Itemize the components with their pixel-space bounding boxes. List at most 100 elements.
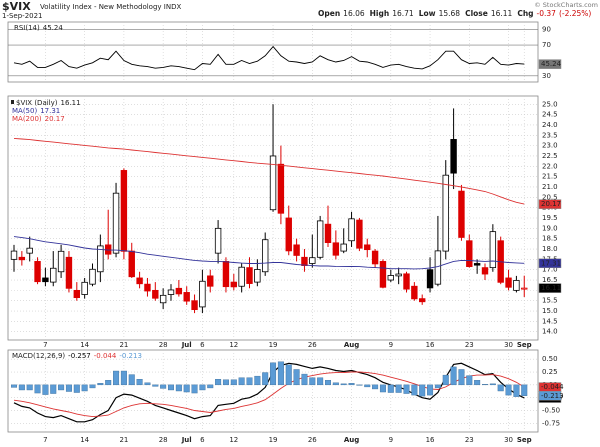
x-tick-label: Jul — [181, 341, 192, 349]
candle-body — [230, 281, 237, 288]
candle-body — [371, 250, 379, 265]
series-line — [13, 45, 525, 71]
candle-body — [222, 261, 230, 288]
quote-label: Chg — [517, 9, 533, 18]
quote-value: 16.71 — [392, 9, 414, 18]
histogram-bar — [521, 384, 528, 396]
candle-body — [144, 283, 151, 292]
candle-body — [426, 269, 434, 289]
quote-label: High — [370, 9, 390, 18]
histogram-bar — [482, 384, 489, 386]
histogram-bar — [167, 384, 174, 391]
candle-body — [246, 267, 253, 284]
x-tick-label: 12 — [229, 436, 238, 444]
candle-body — [175, 287, 183, 295]
histogram-bar — [364, 384, 371, 388]
x-tick-label: 30 — [504, 436, 513, 444]
candle-body — [57, 250, 65, 273]
candle-body — [207, 275, 214, 287]
x-tick-label: 28 — [159, 436, 168, 444]
x-tick-label: 7 — [43, 436, 47, 444]
candle-body — [348, 218, 355, 242]
candle-body — [387, 275, 394, 281]
candle-body — [18, 256, 26, 261]
candle-body — [254, 269, 261, 283]
value-marker — [538, 59, 562, 69]
histogram-bar — [434, 384, 441, 389]
histogram-bar — [411, 384, 418, 396]
y-tick-label: 90 — [542, 26, 551, 34]
histogram-bar — [474, 380, 481, 386]
x-tick-label: 30 — [504, 341, 513, 349]
candle-body — [316, 220, 324, 258]
x-tick-label: 14 — [80, 436, 89, 444]
histogram-bar — [489, 383, 496, 386]
candle-body — [340, 243, 347, 252]
candle-body — [261, 239, 269, 273]
histogram-bar — [427, 384, 434, 396]
histogram-bar — [317, 377, 324, 386]
histogram-bar — [128, 374, 135, 386]
histogram-bar — [309, 377, 316, 386]
histogram-bar — [442, 374, 449, 386]
candle-body — [442, 174, 449, 252]
legend-value: 45.24 — [43, 24, 64, 32]
histogram-bar — [152, 384, 159, 387]
x-tick-label: 6 — [200, 436, 205, 444]
x-tick-label: 6 — [200, 341, 205, 349]
histogram-bar — [513, 384, 520, 397]
histogram-bar — [73, 384, 80, 393]
candle-body — [167, 289, 175, 295]
candle-body — [277, 163, 285, 214]
legend-entry: RSI(14) 45.24 — [14, 24, 63, 32]
histogram-bar — [356, 384, 363, 386]
legend-name: MACD(12,26,9) — [12, 352, 65, 360]
histogram-bar — [497, 384, 504, 392]
candle-body — [466, 240, 473, 267]
histogram-bar — [50, 384, 57, 394]
quote-value: -0.37 — [537, 9, 557, 18]
candle-body — [309, 257, 316, 264]
histogram-bar — [10, 384, 17, 388]
value-marker-label: 20.17 — [541, 200, 561, 208]
candle-body — [199, 280, 206, 308]
legend-entry: $VIX (Daily) 16.11 — [16, 99, 81, 107]
value-marker — [538, 199, 562, 209]
candle-body — [89, 268, 96, 285]
candle-body — [473, 263, 481, 266]
candle-body — [159, 294, 167, 304]
x-tick-label: Aug — [344, 436, 359, 444]
histogram-bar — [18, 384, 25, 391]
value-marker-label: 45.24 — [541, 60, 562, 68]
value-marker — [538, 258, 562, 269]
histogram-bar — [199, 384, 206, 391]
candle-body — [183, 292, 190, 302]
legend-value: 16.11 — [61, 99, 81, 107]
y-tick-label: 15.0 — [542, 307, 558, 315]
histogram-bar — [270, 362, 277, 386]
y-tick-label: 14.5 — [542, 317, 558, 325]
candle-body — [214, 227, 222, 254]
quote-value: 15.68 — [439, 9, 461, 18]
y-tick-label: 19.5 — [542, 214, 558, 222]
x-tick-label: 12 — [229, 341, 238, 349]
series-line — [13, 362, 525, 423]
y-tick-label: 23.5 — [542, 131, 558, 139]
histogram-bar — [458, 369, 465, 386]
histogram-bar — [65, 384, 72, 392]
legend-value: -0.213 — [119, 352, 142, 360]
change-percent: (-2.25%) — [559, 9, 591, 18]
x-tick-label: 21 — [119, 436, 128, 444]
candle-body — [269, 155, 277, 211]
y-tick-label: 19.0 — [542, 224, 558, 232]
candle-body — [411, 285, 418, 300]
y-tick-label: 24.5 — [542, 111, 558, 119]
histogram-bar — [340, 383, 347, 386]
histogram-bar — [160, 384, 167, 389]
candle-body — [152, 289, 159, 299]
histogram-bar — [293, 369, 300, 386]
histogram-bar — [215, 379, 222, 386]
y-tick-label: 15.5 — [542, 297, 558, 305]
y-tick-label: 22.5 — [542, 152, 558, 160]
histogram-bar — [97, 383, 104, 386]
